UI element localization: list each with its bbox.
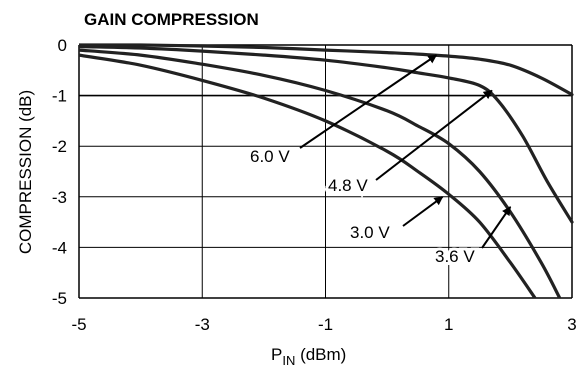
annotation-label-6-0-V: 6.0 V xyxy=(250,147,290,166)
y-tick-label: -1 xyxy=(52,87,67,106)
y-tick-labels: 0 -1 -2 -3 -4 -5 xyxy=(52,36,67,308)
chart-title: GAIN COMPRESSION xyxy=(84,10,259,29)
x-axis-label-sub: IN xyxy=(282,353,295,368)
grid-lines xyxy=(78,44,573,299)
annotation-arrow xyxy=(375,89,493,181)
x-axis-label-main: P xyxy=(271,345,282,364)
annotation-label-3-6-V: 3.6 V xyxy=(435,247,475,266)
x-axis-label-unit: (dBm) xyxy=(295,345,346,364)
series-line-3-0-V xyxy=(79,53,537,298)
y-tick-label: -3 xyxy=(52,188,67,207)
x-axis-label: PIN (dBm) xyxy=(271,345,346,368)
x-tick-labels: -5 -3 -1 1 3 xyxy=(71,315,576,334)
annotation-arrow xyxy=(402,195,444,227)
y-tick-label: -4 xyxy=(52,238,67,257)
annotation-label-4-8-V: 4.8 V xyxy=(328,176,368,195)
x-tick-label: 1 xyxy=(444,315,453,334)
y-axis-label: COMPRESSION (dB) xyxy=(16,90,35,254)
annotation-arrow xyxy=(481,206,512,249)
series-lines xyxy=(79,43,574,298)
annotation-arrow xyxy=(299,54,438,149)
x-tick-label: -1 xyxy=(318,315,333,334)
series-line-6-0-V xyxy=(79,43,574,97)
series-line-3-6-V xyxy=(79,48,562,298)
y-tick-label: -5 xyxy=(52,289,67,308)
x-tick-label: -5 xyxy=(71,315,86,334)
y-tick-label: 0 xyxy=(58,36,67,55)
annotation-arrows: 6.0 V 4.8 V 3.0 V 3.6 V xyxy=(247,54,512,269)
y-tick-label: -2 xyxy=(52,137,67,156)
annotation-label-3-0-V: 3.0 V xyxy=(350,223,390,242)
x-tick-label: 3 xyxy=(567,315,576,334)
x-tick-label: -3 xyxy=(195,315,210,334)
series-line-4-8-V xyxy=(79,44,574,224)
